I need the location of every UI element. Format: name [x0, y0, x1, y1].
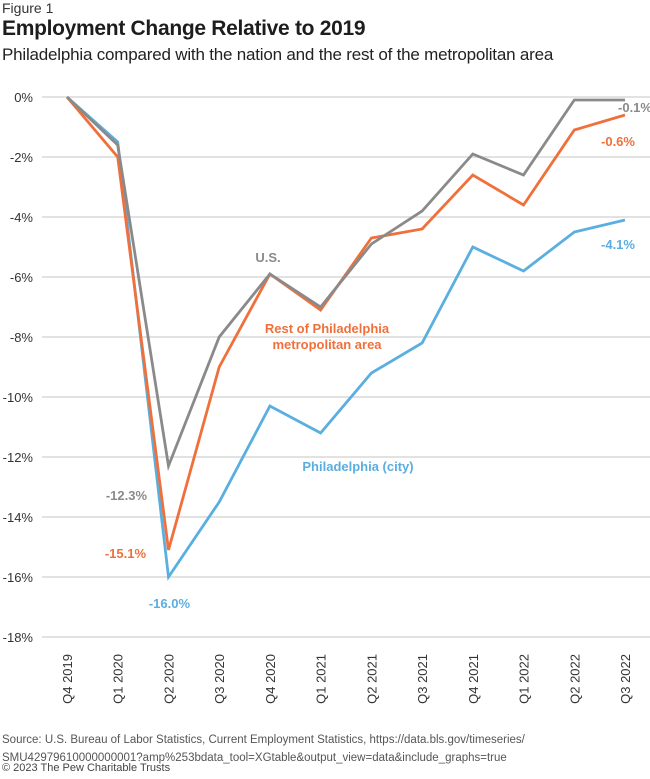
x-tick-label: Q2 2020	[161, 654, 176, 704]
x-tick-label: Q1 2020	[111, 654, 126, 704]
x-tick-label: Q2 2021	[364, 654, 379, 704]
data-label: -4.1%	[601, 237, 635, 252]
source-note: Source: U.S. Bureau of Labor Statistics,…	[2, 731, 648, 767]
x-tick-label: Q2 2022	[567, 654, 582, 704]
series-label-rest-metro-line1: Rest of Philadelphia	[265, 321, 390, 336]
y-tick-label: -10%	[3, 390, 34, 405]
series-label-philadelphia-city: Philadelphia (city)	[302, 459, 413, 474]
x-tick-label: Q3 2021	[415, 654, 430, 704]
y-tick-label: -4%	[10, 210, 34, 225]
y-tick-label: 0%	[14, 90, 33, 105]
chart-subtitle: Philadelphia compared with the nation an…	[2, 45, 554, 64]
data-label: -16.0%	[149, 596, 191, 611]
x-tick-label: Q3 2022	[618, 654, 633, 704]
x-tick-label: Q4 2020	[263, 654, 278, 704]
data-labels: -12.3% -0.1% -15.1% -0.6% -16.0% -4.1%	[105, 100, 650, 611]
copyright: © 2023 The Pew Charitable Trusts	[2, 762, 171, 774]
figure-label: Figure 1	[2, 0, 54, 16]
chart-title: Employment Change Relative to 2019	[2, 17, 366, 40]
series-label-rest-metro-line2: metropolitan area	[272, 337, 382, 352]
x-tick-label: Q4 2019	[60, 654, 75, 704]
series-label-us: U.S.	[255, 250, 280, 265]
x-tick-label: Q4 2021	[466, 654, 481, 704]
data-label: -0.1%	[618, 100, 650, 115]
x-tick-label: Q1 2021	[314, 654, 329, 704]
y-tick-label: -2%	[10, 150, 34, 165]
x-tick-label: Q3 2020	[212, 654, 227, 704]
series-line-philadelphia-city	[66, 95, 626, 581]
line-chart: 0% -2% -4% -6% -8% -10% -12% -14% -16% -18% Q4 20…	[3, 90, 650, 704]
y-tick-label: -18%	[3, 630, 34, 645]
y-tick-label: -16%	[3, 570, 34, 585]
source-line-1: Source: U.S. Bureau of Labor Statistics,…	[2, 734, 525, 746]
x-axis-tick-labels: Q4 2019 Q1 2020 Q2 2020 Q3 2020 Q4 2020 Q1 20…	[60, 654, 633, 704]
series-labels: U.S. Rest of Philadelphia metropolitan a…	[255, 250, 413, 474]
x-tick-label: Q1 2022	[517, 654, 532, 704]
y-tick-label: -8%	[10, 330, 34, 345]
series-line-u-s	[66, 95, 625, 472]
data-label: -12.3%	[106, 488, 148, 503]
y-tick-label: -14%	[3, 510, 34, 525]
source-line-2: SMU42979610000000001?amp%253bdata_tool=X…	[2, 752, 507, 764]
y-tick-label: -6%	[10, 270, 34, 285]
data-label: -15.1%	[105, 546, 147, 561]
y-axis-tick-labels: 0% -2% -4% -6% -8% -10% -12% -14% -16% -18%	[3, 90, 34, 645]
gridlines	[42, 96, 650, 638]
data-label: -0.6%	[601, 134, 635, 149]
y-tick-label: -12%	[3, 450, 34, 465]
series-lines	[65, 95, 626, 581]
